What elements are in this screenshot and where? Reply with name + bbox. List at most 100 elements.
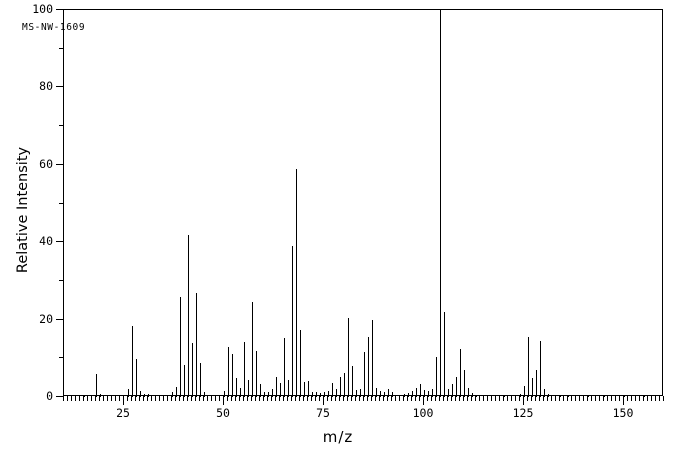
x-tick-minor <box>547 396 548 401</box>
peak-bar <box>248 380 249 397</box>
x-tick-minor <box>415 396 416 401</box>
x-tick-minor <box>115 396 116 401</box>
peak-bar <box>472 393 473 397</box>
x-tick-minor <box>347 396 348 401</box>
peak-bar <box>232 354 233 397</box>
x-tick-minor <box>159 396 160 401</box>
x-tick-minor <box>163 396 164 401</box>
peak-bar <box>432 388 433 397</box>
x-tick-minor <box>63 396 64 401</box>
x-tick-minor <box>479 396 480 401</box>
y-tick-label: 0 <box>46 389 53 403</box>
peak-bar <box>392 391 393 397</box>
x-tick-minor <box>127 396 128 401</box>
peak-bar <box>268 392 269 397</box>
x-tick-minor <box>339 396 340 401</box>
peak-bar <box>128 389 129 397</box>
x-tick-minor <box>495 396 496 401</box>
x-tick-minor <box>391 396 392 401</box>
peak-bar <box>332 382 333 397</box>
peak-bar <box>84 394 85 397</box>
peak-bar <box>200 363 201 397</box>
y-tick-minor <box>59 279 63 281</box>
peak-bar <box>320 393 321 397</box>
y-tick-major <box>56 241 63 243</box>
peak-bar <box>476 394 477 397</box>
peak-bar <box>296 169 297 397</box>
x-tick-minor <box>243 396 244 401</box>
spectrum-peaks <box>64 10 664 397</box>
y-axis-title: Relative Intensity <box>15 146 31 274</box>
x-tick-minor <box>371 396 372 401</box>
x-tick-minor <box>399 396 400 401</box>
x-tick-minor <box>511 396 512 401</box>
x-tick-minor <box>355 396 356 401</box>
x-tick-minor <box>255 396 256 401</box>
peak-bar <box>340 377 341 397</box>
y-axis: 0 20 40 60 80 100 <box>0 0 63 403</box>
y-tick-label: 100 <box>32 2 53 16</box>
y-tick-minor <box>59 357 63 359</box>
x-tick-minor <box>87 396 88 401</box>
peak-bar <box>328 390 329 397</box>
x-tick-label: 75 <box>316 406 330 420</box>
x-tick-minor <box>407 396 408 401</box>
x-tick-minor <box>91 396 92 401</box>
x-tick-minor <box>227 396 228 401</box>
x-tick-minor <box>631 396 632 401</box>
x-tick-minor <box>107 396 108 401</box>
peak-bar <box>96 373 97 397</box>
x-tick-label: 25 <box>116 406 130 420</box>
peak-bar <box>240 387 241 397</box>
x-tick-minor <box>455 396 456 401</box>
x-tick-minor <box>651 396 652 401</box>
peak-bar <box>424 390 425 397</box>
x-tick-minor <box>135 396 136 401</box>
peak-bar <box>344 373 345 397</box>
x-tick-minor <box>239 396 240 401</box>
y-tick-label: 80 <box>39 79 53 94</box>
x-tick-minor <box>571 396 572 401</box>
x-tick-minor <box>603 396 604 401</box>
peak-bar <box>380 390 381 397</box>
x-tick-minor <box>611 396 612 401</box>
x-tick-minor <box>335 396 336 401</box>
peak-bar <box>416 388 417 397</box>
x-tick-minor <box>167 396 168 401</box>
x-tick-minor <box>271 396 272 401</box>
x-tick-minor <box>435 396 436 401</box>
x-tick-minor <box>663 396 664 401</box>
peak-bar <box>276 377 277 397</box>
x-tick-minor <box>443 396 444 401</box>
peak-bar <box>464 369 465 397</box>
x-tick-minor <box>383 396 384 401</box>
x-tick-minor <box>263 396 264 401</box>
peak-bar <box>568 395 569 397</box>
x-tick-minor <box>379 396 380 401</box>
peak-bar <box>524 386 525 397</box>
peak-bar <box>532 377 533 397</box>
x-tick-minor <box>599 396 600 401</box>
peak-bar <box>352 366 353 397</box>
peak-bar <box>256 350 257 397</box>
x-tick-minor <box>375 396 376 401</box>
x-tick-minor <box>303 396 304 401</box>
x-tick-minor <box>187 396 188 401</box>
x-tick-minor <box>463 396 464 401</box>
x-tick-minor <box>111 396 112 401</box>
x-tick-minor <box>99 396 100 401</box>
peak-bar <box>284 338 285 397</box>
y-tick-label: 40 <box>39 234 53 249</box>
x-tick-major <box>523 396 524 405</box>
x-tick-major <box>623 396 624 405</box>
x-tick-minor <box>471 396 472 401</box>
peak-bar <box>252 302 253 397</box>
x-tick-minor <box>199 396 200 401</box>
peak-bar <box>348 317 349 397</box>
peak-bar <box>456 376 457 397</box>
x-tick-minor <box>419 396 420 401</box>
peak-bar <box>192 342 193 397</box>
x-tick-minor <box>531 396 532 401</box>
x-tick-minor <box>191 396 192 401</box>
peak-bar <box>176 386 177 397</box>
